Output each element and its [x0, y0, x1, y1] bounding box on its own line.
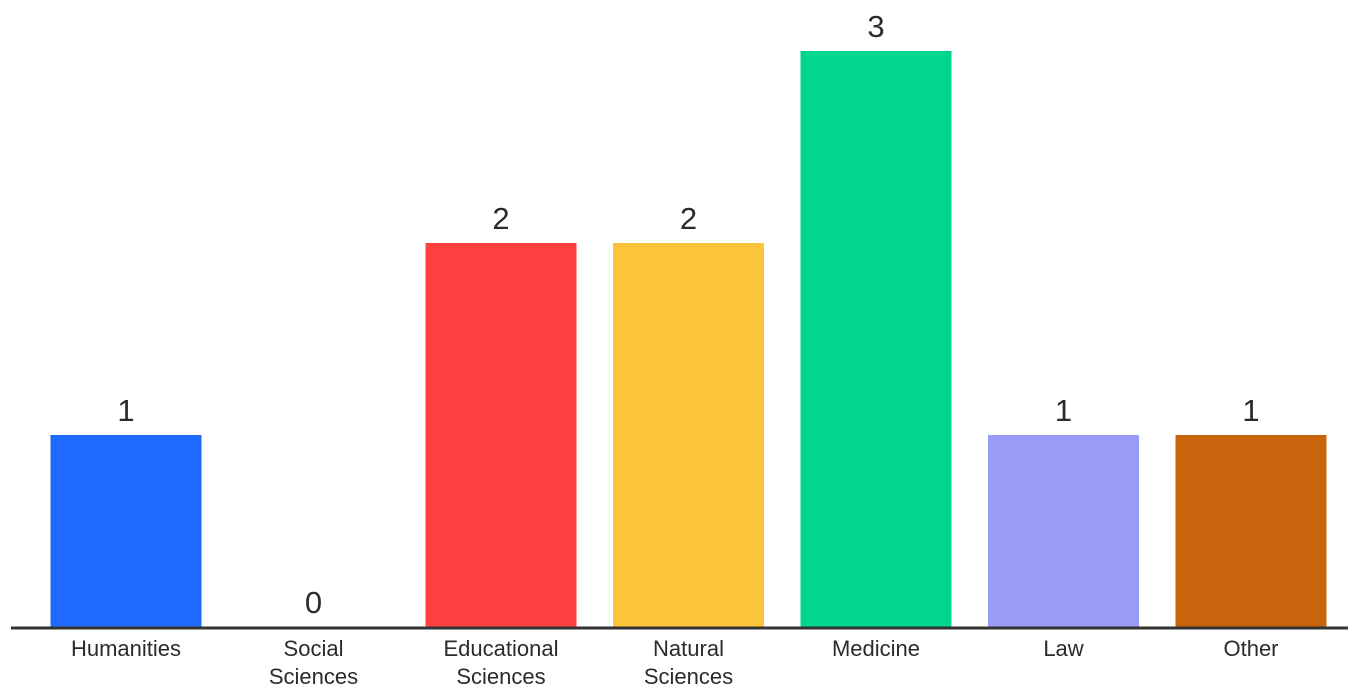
bar-educational-sciences	[425, 243, 577, 627]
category-label-line: Sciences	[269, 664, 358, 689]
bar-other	[1175, 435, 1327, 627]
category-label-natural-sciences: Natural Sciences	[644, 636, 733, 689]
value-label-medicine: 3	[867, 9, 884, 44]
bar-humanities	[50, 435, 202, 627]
value-label-social-sciences: 0	[305, 585, 322, 620]
category-label-other: Other	[1223, 636, 1278, 661]
category-label-line: Medicine	[832, 636, 920, 661]
category-label-social-sciences: Social Sciences	[269, 636, 358, 689]
bar-medicine	[800, 51, 952, 627]
category-label-line: Other	[1223, 636, 1278, 661]
category-label-law: Law	[1043, 636, 1083, 661]
bar-natural-sciences	[613, 243, 764, 627]
value-label-law: 1	[1055, 393, 1072, 428]
category-label-line: Humanities	[71, 636, 181, 661]
category-label-line: Social	[284, 636, 344, 661]
value-labels-layer: 1 0 2 2 3 1 1	[117, 9, 1259, 620]
bar-law	[988, 435, 1139, 627]
value-label-humanities: 1	[117, 393, 134, 428]
category-label-line: Law	[1043, 636, 1083, 661]
category-label-line: Natural	[653, 636, 724, 661]
value-label-educational-sciences: 2	[492, 201, 509, 236]
category-labels-layer: Humanities Social Sciences Educational Scien…	[71, 636, 1279, 689]
category-label-educational-sciences: Educational Sciences	[444, 636, 559, 689]
value-label-other: 1	[1242, 393, 1259, 428]
category-label-humanities: Humanities	[71, 636, 181, 661]
category-label-medicine: Medicine	[832, 636, 920, 661]
bars-layer	[50, 51, 1327, 627]
category-label-line: Educational	[444, 636, 559, 661]
category-label-line: Sciences	[456, 664, 545, 689]
category-label-line: Sciences	[644, 664, 733, 689]
value-label-natural-sciences: 2	[680, 201, 697, 236]
